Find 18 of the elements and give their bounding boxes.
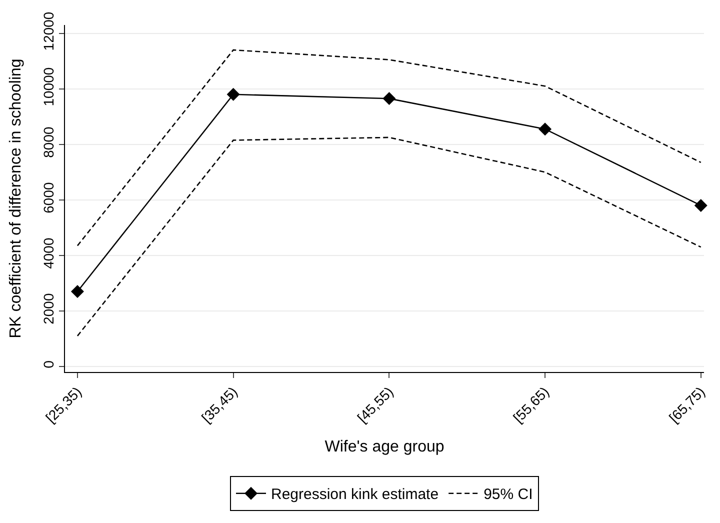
y-tick-label: 8000 <box>40 126 56 158</box>
point <box>538 122 552 136</box>
y-tick-label: 10000 <box>40 67 56 106</box>
line-series <box>76 49 702 246</box>
legend-label: Regression kink estimate <box>271 486 439 504</box>
y-tick-label: 2000 <box>40 293 56 324</box>
line-series <box>76 136 702 337</box>
y-tick-label: 12000 <box>40 12 56 51</box>
y-tick-label: 6000 <box>40 182 56 214</box>
legend-label: 95% CI <box>484 486 533 504</box>
point <box>694 198 708 212</box>
y-tick-label: 0 <box>40 360 56 368</box>
y-tick-label: 4000 <box>40 238 56 269</box>
point <box>226 88 240 101</box>
point <box>382 92 396 106</box>
x-axis-title: Wife's age group <box>324 438 444 456</box>
point <box>70 285 84 298</box>
y-axis-title: RK coefficient of difference in schooling <box>7 58 24 338</box>
